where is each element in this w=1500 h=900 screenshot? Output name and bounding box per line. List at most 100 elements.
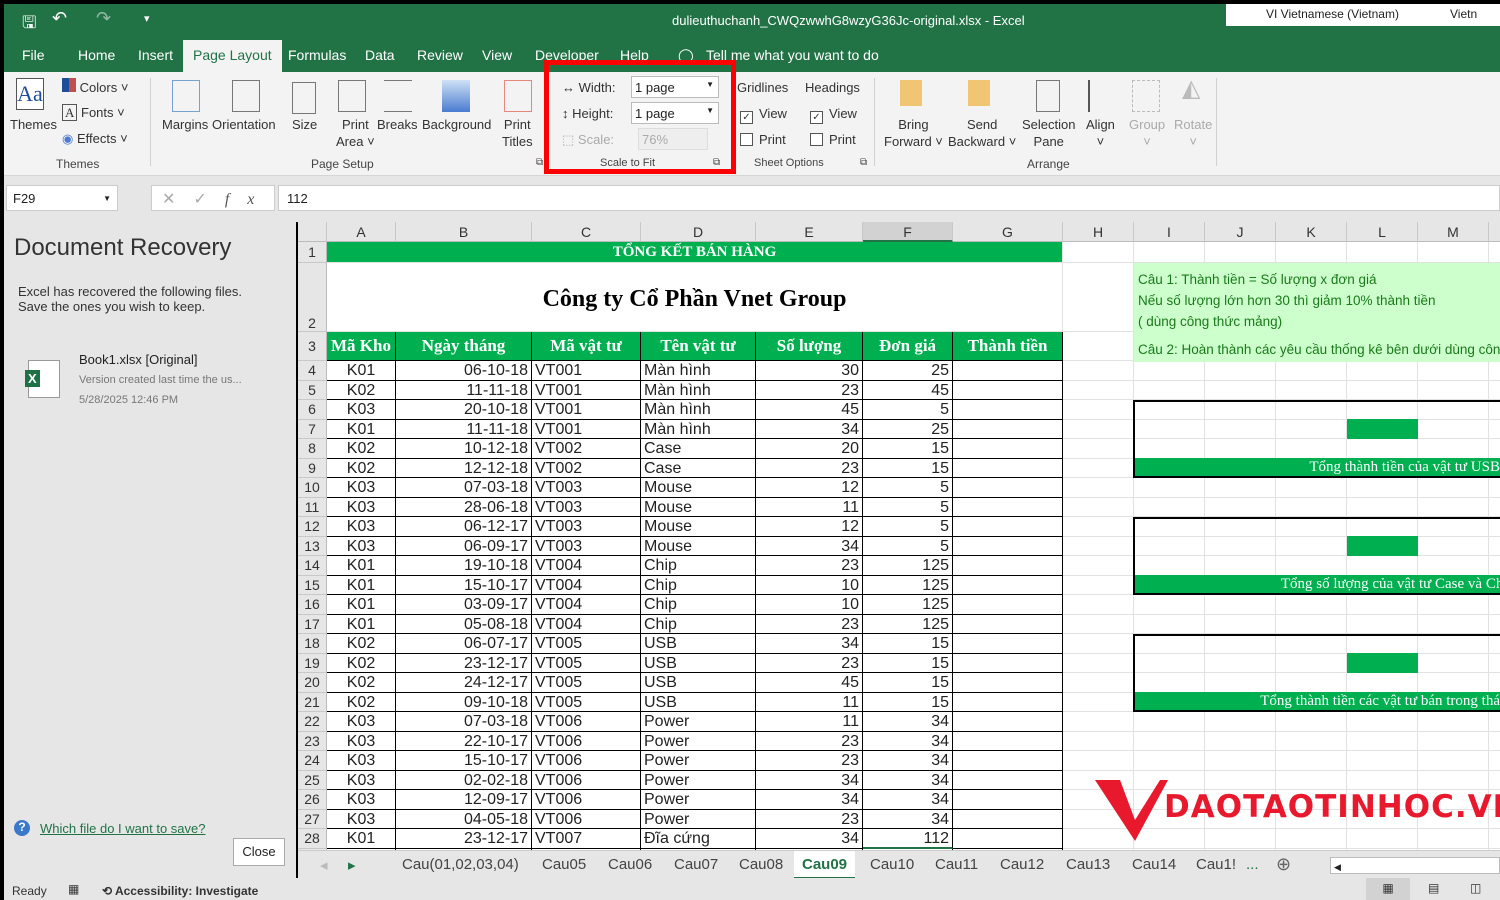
data-cell[interactable]: VT001 — [532, 380, 641, 400]
column-header[interactable]: G — [953, 222, 1063, 242]
cell[interactable] — [1489, 615, 1500, 634]
row-header[interactable]: 15 — [298, 575, 327, 595]
normal-view-icon[interactable]: ▦ — [1366, 878, 1410, 900]
cell[interactable] — [1276, 712, 1347, 732]
cell[interactable] — [1276, 242, 1347, 263]
cell[interactable] — [1205, 517, 1276, 537]
data-cell[interactable] — [953, 809, 1063, 829]
data-cell[interactable] — [953, 595, 1063, 615]
tell-me-input[interactable]: Tell me what you want to do — [706, 47, 879, 63]
cell[interactable] — [1489, 829, 1500, 849]
cell[interactable] — [1134, 712, 1205, 732]
data-cell[interactable]: 34 — [756, 790, 863, 810]
data-cell[interactable]: 20-10-18 — [396, 400, 532, 420]
cell[interactable] — [1347, 770, 1418, 790]
cell[interactable] — [1205, 751, 1276, 771]
cell[interactable] — [1063, 556, 1134, 576]
data-cell[interactable]: 07-03-18 — [396, 478, 532, 498]
cell[interactable] — [1063, 497, 1134, 517]
margins-button[interactable]: Margins — [162, 117, 209, 132]
tab-review[interactable]: Review — [417, 47, 463, 63]
data-cell[interactable]: 23 — [756, 380, 863, 400]
data-cell[interactable]: K02 — [327, 439, 396, 459]
select-all-corner[interactable] — [298, 222, 327, 242]
cell[interactable] — [1063, 242, 1134, 263]
cell[interactable] — [1418, 400, 1489, 420]
cell[interactable] — [1347, 712, 1418, 732]
cell[interactable] — [1063, 439, 1134, 459]
insert-function-icon[interactable]: fx — [224, 191, 273, 208]
cell[interactable] — [1063, 263, 1134, 332]
column-header[interactable]: J — [1205, 222, 1276, 242]
cell[interactable] — [1276, 653, 1347, 673]
data-cell[interactable]: 34 — [863, 790, 953, 810]
cell[interactable] — [1489, 478, 1500, 498]
cell[interactable] — [1418, 653, 1489, 673]
data-cell[interactable]: Chip — [641, 595, 756, 615]
column-header[interactable]: H — [1063, 222, 1134, 242]
stat-result-cell[interactable] — [1347, 419, 1418, 439]
cell[interactable] — [1418, 497, 1489, 517]
background-button[interactable]: Background — [422, 117, 492, 132]
themes-button[interactable]: Themes — [10, 117, 57, 132]
headings-view-checkbox[interactable]: ✓ View — [810, 105, 857, 124]
sheet-tab[interactable]: Cau13 — [1066, 856, 1111, 873]
data-cell[interactable] — [953, 790, 1063, 810]
data-cell[interactable]: 09-10-18 — [396, 692, 532, 712]
data-cell[interactable]: K01 — [327, 419, 396, 439]
cell[interactable] — [1205, 731, 1276, 751]
group-button[interactable]: Group ˅ — [1129, 117, 1166, 149]
data-cell[interactable]: 15 — [863, 458, 953, 478]
bring-forward-button[interactable]: Bring Forward ˅ — [884, 117, 943, 149]
cell[interactable] — [1276, 380, 1347, 400]
cell[interactable] — [1489, 810, 1500, 829]
data-cell[interactable]: 34 — [863, 751, 953, 771]
cell[interactable] — [1347, 809, 1418, 829]
cell[interactable] — [1418, 380, 1489, 400]
cell[interactable] — [1489, 400, 1500, 420]
data-cell[interactable]: VT001 — [532, 419, 641, 439]
data-cell[interactable]: 06-12-17 — [396, 517, 532, 537]
data-cell[interactable] — [953, 770, 1063, 790]
data-cell[interactable]: 23 — [756, 458, 863, 478]
data-cell[interactable]: K02 — [327, 653, 396, 673]
cell[interactable] — [1205, 790, 1276, 810]
row-header[interactable]: 22 — [298, 712, 327, 732]
cell[interactable] — [1489, 634, 1500, 654]
print-area-button[interactable]: Print Area ˅ — [336, 117, 375, 149]
data-cell[interactable]: 34 — [756, 770, 863, 790]
data-cell[interactable] — [953, 517, 1063, 537]
data-cell[interactable]: Đĩa cứng — [641, 829, 756, 849]
data-cell[interactable]: K01 — [327, 361, 396, 381]
cell[interactable] — [1418, 517, 1489, 537]
align-button[interactable]: Align ˅ — [1086, 117, 1115, 149]
cell[interactable] — [1276, 361, 1347, 381]
cell[interactable] — [953, 848, 1063, 850]
data-cell[interactable]: K02 — [327, 634, 396, 654]
cell[interactable] — [1489, 537, 1500, 556]
data-cell[interactable]: 5 — [863, 517, 953, 537]
new-sheet-icon[interactable]: ⊕ — [1276, 854, 1292, 874]
scale-spinner[interactable]: 76% — [638, 128, 708, 150]
data-cell[interactable] — [953, 478, 1063, 498]
data-cell[interactable]: K01 — [327, 595, 396, 615]
cell[interactable] — [1276, 829, 1347, 849]
row-header[interactable]: 20 — [298, 673, 327, 693]
cell[interactable] — [1134, 848, 1205, 850]
data-cell[interactable] — [953, 712, 1063, 732]
cell[interactable] — [1063, 634, 1134, 654]
tab-page-layout[interactable]: Page Layout — [183, 40, 282, 72]
cell[interactable] — [1418, 614, 1489, 634]
cell[interactable] — [1063, 712, 1134, 732]
data-cell[interactable]: 45 — [756, 673, 863, 693]
sheet-tab[interactable]: Cau08 — [739, 856, 784, 873]
data-cell[interactable]: 23 — [756, 731, 863, 751]
data-cell[interactable]: Màn hình — [641, 361, 756, 381]
data-cell[interactable] — [953, 634, 1063, 654]
cell[interactable] — [1134, 497, 1205, 517]
cell[interactable] — [1418, 595, 1489, 615]
page-setup-launcher-icon[interactable]: ⧉ — [536, 157, 544, 168]
cell[interactable] — [1489, 420, 1500, 439]
data-cell[interactable]: Power — [641, 712, 756, 732]
sheet-tab[interactable]: Cau12 — [1000, 856, 1045, 873]
